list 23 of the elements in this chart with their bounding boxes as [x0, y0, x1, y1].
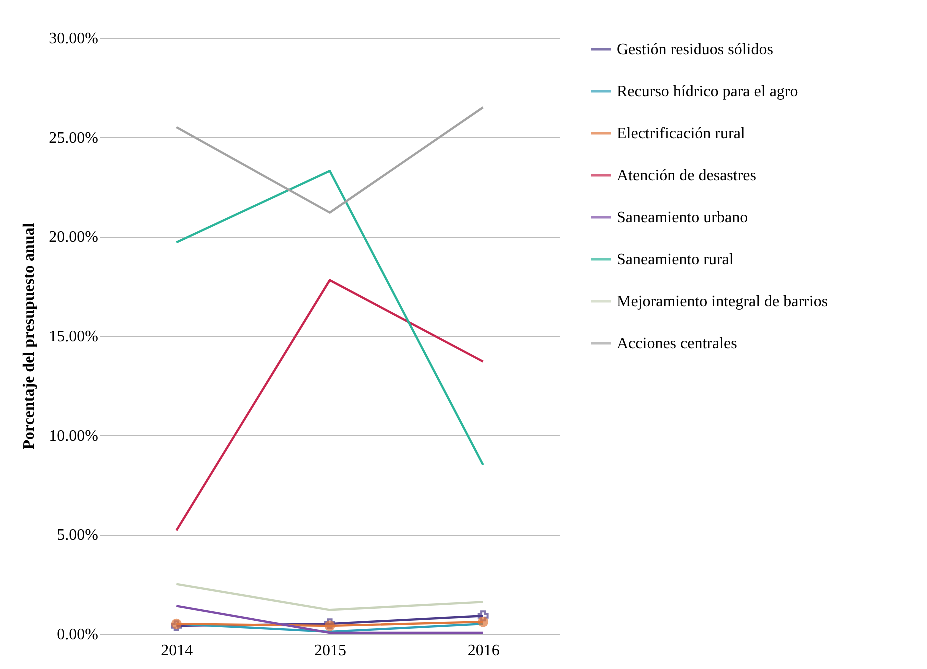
y-tick-label: 5.00% [57, 527, 98, 544]
legend-label: Saneamiento rural [617, 252, 734, 268]
legend-label: Recurso hídrico para el agro [617, 84, 798, 100]
legend-label: Atención de desastres [617, 168, 757, 184]
y-tick-label: 30.00% [49, 30, 98, 48]
x-tick-label: 2014 [161, 642, 194, 660]
x-tick-label: 2016 [468, 642, 500, 660]
point [478, 616, 489, 628]
legend-label: Acciones centrales [617, 336, 738, 352]
y-tick-label: 15.00% [49, 328, 98, 346]
y-axis-title: Porcentaje del presupuesto anual [21, 222, 38, 450]
legend-label: Electrificación rural [617, 126, 746, 142]
x-tick-label: 2015 [314, 642, 346, 660]
y-tick-label: 0.00% [57, 626, 98, 644]
point [478, 610, 489, 622]
y-tick-label: 25.00% [49, 130, 98, 147]
y-tick-label: 10.00% [49, 428, 98, 445]
point [171, 618, 182, 630]
y-tick-label: 20.00% [49, 229, 98, 246]
legend-label: Mejoramiento integral de barrios [617, 294, 828, 310]
legend-label: Gestión residuos sólidos [617, 42, 774, 58]
legend-label: Saneamiento urbano [617, 210, 748, 226]
point [171, 620, 182, 632]
